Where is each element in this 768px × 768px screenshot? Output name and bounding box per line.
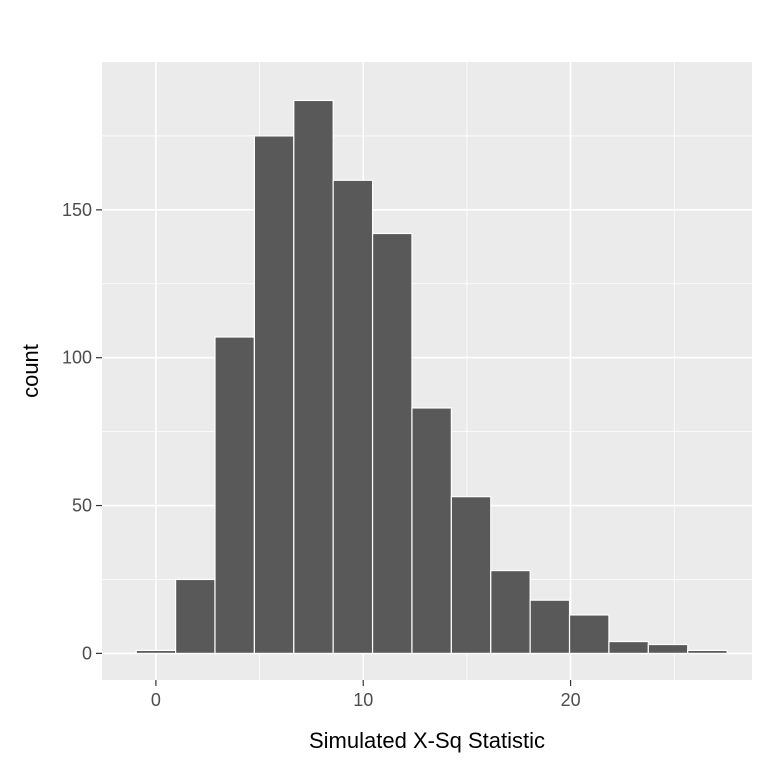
histogram-bar	[293, 99, 334, 654]
y-tick-label: 0	[82, 643, 92, 663]
histogram-bar	[411, 407, 452, 654]
y-tick-label: 150	[62, 200, 92, 220]
x-tick-label: 10	[353, 690, 373, 710]
histogram-bar	[687, 649, 728, 654]
x-tick-label: 20	[561, 690, 581, 710]
histogram-bar	[568, 614, 610, 654]
y-tick-label: 50	[72, 496, 92, 516]
histogram-bar	[371, 232, 413, 654]
histogram-bar	[175, 578, 216, 654]
x-tick-label: 0	[151, 690, 161, 710]
histogram-bars	[135, 99, 728, 654]
histogram-bar	[332, 179, 374, 654]
histogram-bar	[647, 643, 689, 654]
y-axis: 0 50 100 150	[62, 200, 102, 663]
y-axis-title: count	[18, 344, 43, 398]
histogram-bar	[214, 336, 255, 654]
histogram-bar	[529, 599, 571, 654]
histogram-bar	[608, 640, 649, 654]
x-axis-title: Simulated X-Sq Statistic	[309, 728, 545, 753]
y-tick-label: 100	[62, 348, 92, 368]
histogram-bar	[450, 496, 492, 654]
histogram-bar	[135, 649, 177, 654]
histogram-bar	[490, 569, 531, 654]
histogram-bar	[253, 135, 295, 654]
x-axis: 0 10 20	[151, 680, 581, 710]
